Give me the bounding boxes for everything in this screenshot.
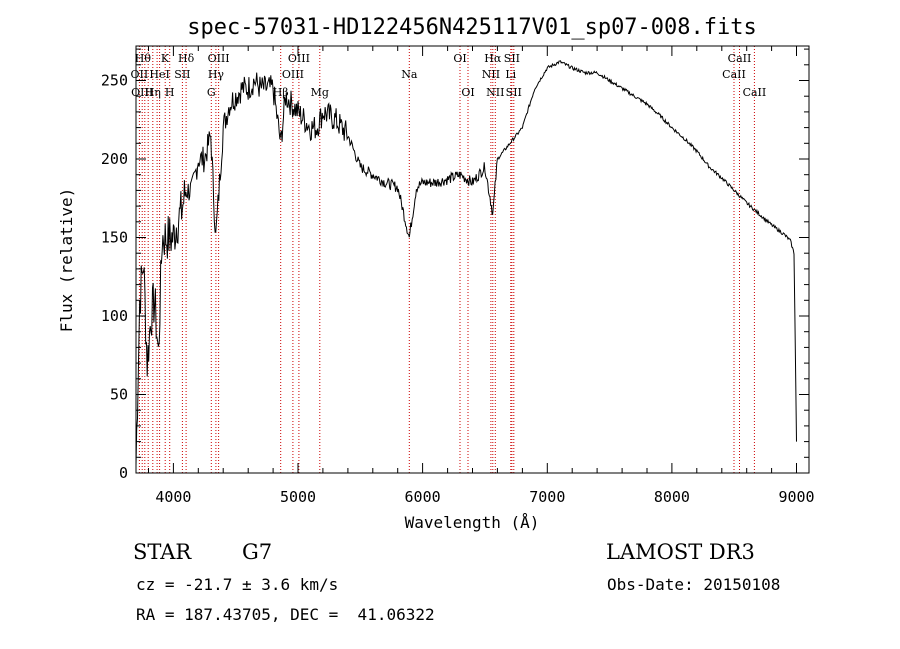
y-axis-label: Flux (relative) <box>57 188 76 333</box>
line-label-hα: Hα <box>484 52 502 65</box>
coordinates: RA = 187.43705, DEC = 41.06322 <box>136 605 435 624</box>
x-tick-label: 4000 <box>155 488 191 506</box>
line-label-hγ: Hγ <box>208 68 225 81</box>
line-label-mg: Mg <box>311 86 329 99</box>
object-subclass: G7 <box>242 540 273 564</box>
line-label-sii: SII <box>174 68 190 81</box>
line-label-li: Li <box>505 68 516 81</box>
line-label-oiii: OIII <box>282 68 304 81</box>
line-label-caii: CaII <box>722 68 746 81</box>
chart-title: spec-57031-HD122456N425117V01_sp07-008.f… <box>187 15 757 40</box>
x-axis-label: Wavelength (Å) <box>405 513 540 532</box>
x-tick-label: 9000 <box>778 488 814 506</box>
line-label-sii: SII <box>504 52 520 65</box>
line-label-hθ: Hθ <box>135 52 152 65</box>
line-label-nii: NII <box>486 86 504 99</box>
redshift-value: cz = -21.7 ± 3.6 km/s <box>136 575 339 594</box>
y-tick-label: 200 <box>101 150 128 168</box>
spectrum-series <box>135 60 797 466</box>
x-tick-label: 8000 <box>654 488 690 506</box>
line-label-h: H <box>165 86 175 99</box>
line-label-hei: HeI <box>149 68 169 81</box>
line-label-hδ: Hδ <box>178 52 195 65</box>
y-tick-label: 100 <box>101 307 128 325</box>
x-axis: 4000 5000 6000 7000 8000 9000 <box>148 46 815 506</box>
y-tick-label: 0 <box>119 464 128 482</box>
line-label-caii: CaII <box>728 52 752 65</box>
object-class: STAR <box>133 540 192 564</box>
line-label-hη: Hη <box>145 86 161 99</box>
survey-name: LAMOST DR3 <box>606 540 755 564</box>
line-label-caii: CaII <box>743 86 767 99</box>
spectral-line-markers <box>138 46 755 473</box>
y-tick-label: 50 <box>110 386 128 404</box>
line-label-oiii: OIII <box>288 52 310 65</box>
line-label-oi: OI <box>461 86 474 99</box>
line-label-oiii: OIII <box>208 52 230 65</box>
line-label-sii: SII <box>506 86 522 99</box>
line-label-nii: NII <box>482 68 500 81</box>
line-label-g: G <box>207 86 216 99</box>
y-tick-label: 150 <box>101 229 128 247</box>
line-label-na: Na <box>401 68 418 81</box>
spectrum-line <box>135 60 797 466</box>
observation-date: Obs-Date: 20150108 <box>607 575 781 594</box>
line-label-oi: OI <box>453 52 466 65</box>
line-label-hβ: Hβ <box>273 86 289 99</box>
plot-frame <box>135 45 810 474</box>
x-tick-label: 5000 <box>280 488 316 506</box>
x-tick-label: 6000 <box>405 488 441 506</box>
line-label-k: K <box>161 52 170 65</box>
y-axis: 0 50 100 150 200 250 <box>101 48 809 482</box>
line-label-oii: OII <box>131 68 149 81</box>
y-tick-label: 250 <box>101 72 128 90</box>
x-tick-label: 7000 <box>529 488 565 506</box>
